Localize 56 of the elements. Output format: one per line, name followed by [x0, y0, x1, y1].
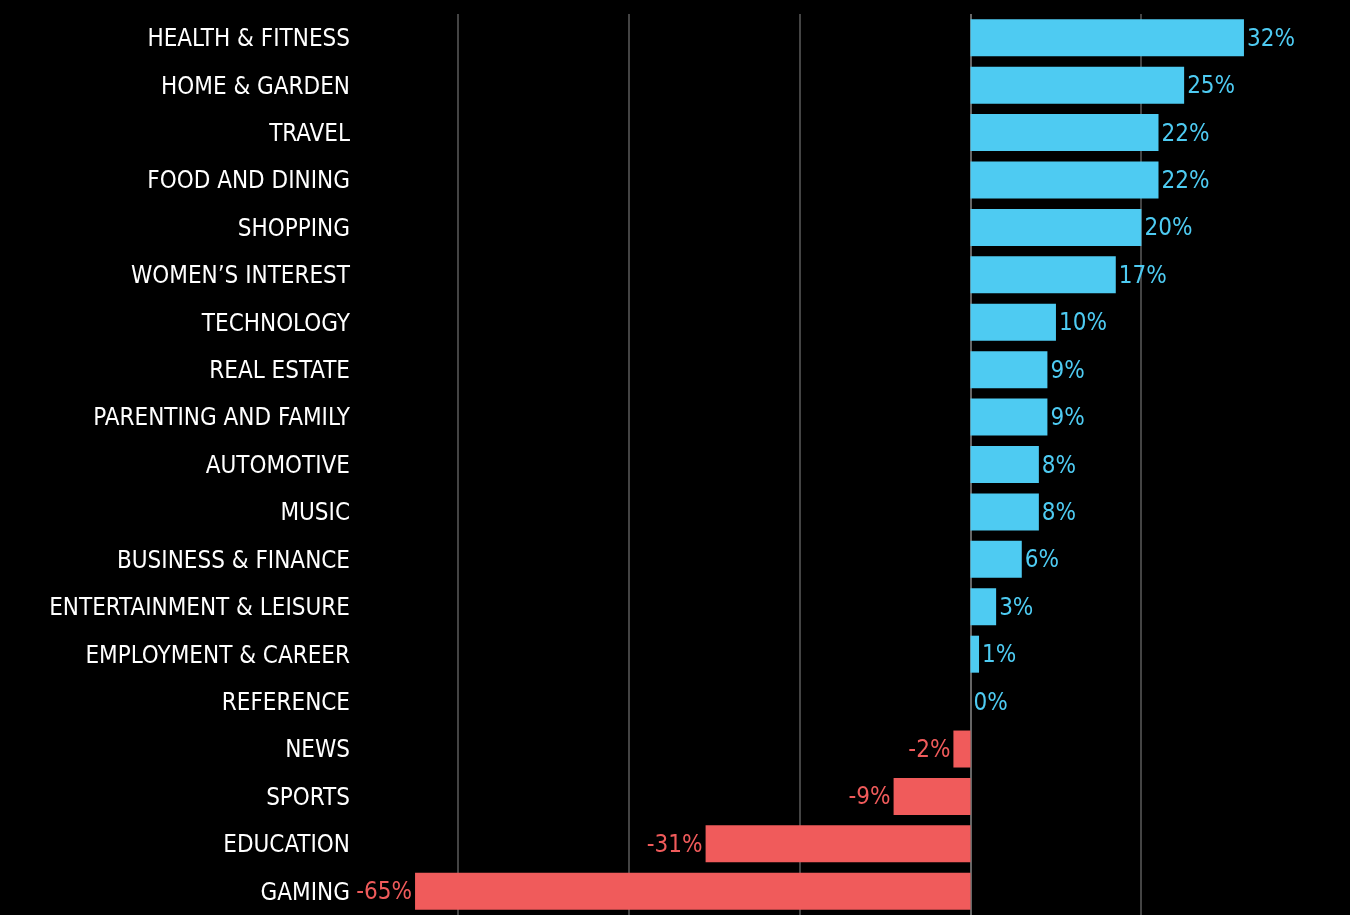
y-tick-label: ENTERTAINMENT & LEISURE [49, 593, 350, 622]
bar [970, 351, 1048, 389]
bar [970, 588, 997, 626]
bar [970, 66, 1185, 104]
bar [970, 493, 1039, 531]
data-label: 20% [1144, 213, 1193, 242]
y-tick-label: BUSINESS & FINANCE [116, 545, 350, 574]
bar [970, 303, 1056, 341]
bar [415, 872, 971, 910]
bar [970, 256, 1116, 294]
bar [970, 446, 1039, 483]
data-label: -9% [848, 782, 891, 811]
y-tick-label: GAMING [260, 877, 350, 906]
bar [970, 114, 1159, 152]
y-tick-label: WOMEN’S INTEREST [130, 261, 351, 290]
y-tick-label: SPORTS [266, 782, 350, 811]
y-tick-label: EDUCATION [223, 830, 350, 859]
bar [705, 825, 971, 863]
bar [970, 208, 1142, 246]
y-tick-label: REFERENCE [221, 688, 350, 717]
data-label: 9% [1050, 403, 1085, 432]
data-label: -31% [646, 829, 703, 858]
data-label: 32% [1246, 23, 1295, 52]
y-tick-label: AUTOMOTIVE [205, 450, 350, 479]
data-label: 1% [982, 640, 1017, 669]
y-tick-label: HEALTH & FITNESS [147, 24, 350, 53]
data-label: 10% [1058, 308, 1107, 337]
y-tick-label: HOME & GARDEN [161, 71, 350, 100]
bar [970, 398, 1048, 436]
y-tick-label: EMPLOYMENT & CAREER [85, 640, 350, 669]
data-label: 8% [1041, 497, 1077, 526]
y-tick-label: PARENTING AND FAMILY [93, 403, 351, 432]
data-label: 22% [1161, 118, 1210, 147]
data-label: 22% [1161, 165, 1210, 194]
data-label: -2% [908, 735, 951, 764]
data-label: 3% [999, 592, 1034, 621]
bar [970, 635, 980, 673]
bar [953, 730, 971, 768]
bar [970, 540, 1022, 578]
y-tick-label: MUSIC [280, 498, 350, 527]
y-tick-label: NEWS [285, 735, 350, 764]
bar [893, 777, 971, 815]
data-label: 9% [1050, 355, 1085, 384]
data-label: 0% [973, 687, 1008, 716]
data-label: 25% [1187, 71, 1236, 100]
y-tick-label: REAL ESTATE [209, 356, 350, 385]
bar [970, 161, 1159, 199]
data-label: 6% [1024, 545, 1060, 574]
y-tick-label: TECHNOLOGY [200, 308, 351, 337]
data-label: 8% [1041, 450, 1077, 479]
bar [970, 19, 1244, 57]
data-label: 17% [1118, 260, 1167, 289]
y-tick-label: TRAVEL [268, 118, 350, 147]
data-label: -65% [356, 877, 413, 906]
y-tick-label: SHOPPING [237, 213, 350, 242]
y-tick-label: FOOD AND DINING [147, 166, 350, 195]
